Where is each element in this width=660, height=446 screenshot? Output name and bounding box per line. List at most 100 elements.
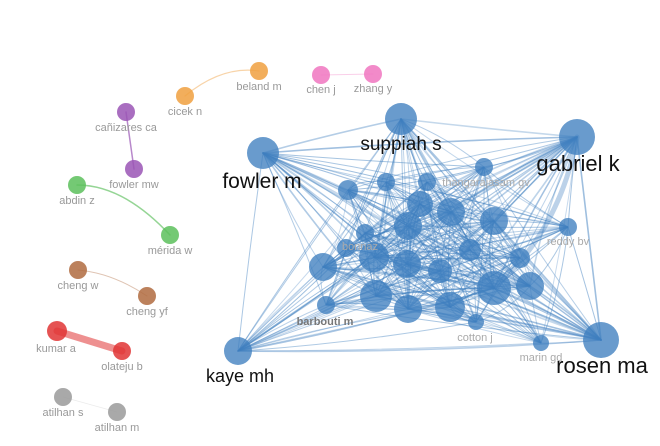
edge-main-5-20 <box>407 166 485 310</box>
edge-main-0-16 <box>322 118 402 268</box>
node-main-16[interactable] <box>309 253 337 281</box>
node-zhang-y[interactable] <box>364 65 382 83</box>
node-main-12[interactable] <box>394 212 422 240</box>
edge-main-6-21 <box>449 226 569 308</box>
node-bonnaz[interactable] <box>356 224 374 242</box>
edge-main-10-16 <box>322 266 542 344</box>
edge-main-4-20 <box>407 308 602 341</box>
node-main-18[interactable] <box>393 250 421 278</box>
node-main-23[interactable] <box>516 272 544 300</box>
edge-main-20-26 <box>407 257 521 310</box>
edge-main-1-7 <box>364 136 578 234</box>
node-chen-j[interactable] <box>312 66 330 84</box>
node-label-chen-j: chen j <box>306 84 335 96</box>
edge-main-10-12 <box>407 225 542 344</box>
node-label-thangarajasam-gv: thangarajasam gv <box>442 177 530 189</box>
node-cheng-yf[interactable] <box>138 287 156 305</box>
node-main-29[interactable] <box>337 239 355 257</box>
node-main-13[interactable] <box>407 191 433 217</box>
edge-main-bundle <box>491 134 580 291</box>
edge-main-4-11 <box>347 189 602 341</box>
node-gabriel-k[interactable] <box>559 119 595 155</box>
edge-main-0-26 <box>400 118 521 259</box>
node-cicek-n[interactable] <box>176 87 194 105</box>
node-atilhan-m[interactable] <box>108 403 126 421</box>
edge-main-11-23 <box>347 189 531 287</box>
node-label-kumar-a: kumar a <box>36 343 77 355</box>
node-marin-gd[interactable] <box>533 335 549 351</box>
node-main-15[interactable] <box>480 207 508 235</box>
edge-main-28-29 <box>345 181 428 249</box>
node-main-14[interactable] <box>437 198 465 226</box>
edge-main-16-25 <box>322 249 471 268</box>
node-label-reddy-bv: reddy bv <box>547 236 590 248</box>
edge-main-2-22 <box>262 152 495 289</box>
edge-main-2-24 <box>262 152 441 272</box>
node-main-26[interactable] <box>510 248 530 268</box>
node-suppiah-s[interactable] <box>385 103 417 135</box>
node-main-27[interactable] <box>377 173 395 191</box>
edge-main-11-22 <box>347 189 495 289</box>
edge-main-1-3 <box>237 136 578 352</box>
edge-main-3-11 <box>237 189 349 352</box>
node-label-atilhan-s: atilhan s <box>43 407 84 419</box>
edge-main-6-27 <box>385 181 569 228</box>
node-abdin-z[interactable] <box>68 176 86 194</box>
edge-main-15-16 <box>322 220 495 268</box>
edge-main-4-5 <box>483 166 602 341</box>
node-label-canizares-ca: cañizares ca <box>95 122 158 134</box>
node-olateju-b[interactable] <box>113 342 131 360</box>
node-kaye-mh[interactable] <box>224 337 252 365</box>
edge-main-5-19 <box>375 166 485 297</box>
edge-main-1-19 <box>375 136 578 297</box>
edge-main-2-5 <box>262 152 485 168</box>
edge-main-2-28 <box>262 152 428 183</box>
edge-main-6-25 <box>469 226 569 251</box>
node-label-rosen-ma: rosen ma <box>556 353 648 378</box>
node-label-cheng-w: cheng w <box>58 280 99 292</box>
node-main-24[interactable] <box>428 259 452 283</box>
node-thangarajasam-gv[interactable] <box>475 158 493 176</box>
node-canizares-ca[interactable] <box>117 103 135 121</box>
node-barbouti-m[interactable] <box>317 296 335 314</box>
node-beland-m[interactable] <box>250 62 268 80</box>
edge-main-19-23 <box>375 285 531 297</box>
edge-main-1-2 <box>262 136 578 154</box>
node-reddy-bv[interactable] <box>559 218 577 236</box>
node-kumar-a[interactable] <box>47 321 67 341</box>
node-cheng-w[interactable] <box>69 261 87 279</box>
node-rosen-ma[interactable] <box>583 322 619 358</box>
edge-main-0-3 <box>237 118 402 352</box>
node-merida-w[interactable] <box>161 226 179 244</box>
node-main-17[interactable] <box>359 242 389 272</box>
node-label-suppiah-s: suppiah s <box>360 134 441 155</box>
edge-main-2-13 <box>262 152 421 205</box>
node-main-28[interactable] <box>418 173 436 191</box>
node-fowler-m[interactable] <box>247 137 279 169</box>
edge-main-7-25 <box>364 232 471 251</box>
edge-main-21-27 <box>385 181 451 308</box>
edge-main-16-28 <box>322 181 428 268</box>
node-main-21[interactable] <box>435 292 465 322</box>
edge-main-1-4 <box>576 136 602 341</box>
node-main-19[interactable] <box>360 280 392 312</box>
node-main-11[interactable] <box>338 180 358 200</box>
node-cotton-j[interactable] <box>468 314 484 330</box>
node-atilhan-s[interactable] <box>54 388 72 406</box>
node-layer <box>47 62 619 421</box>
edge-main-2-8 <box>262 152 327 306</box>
edge-main-2-26 <box>262 152 521 259</box>
node-label-cheng-yf: cheng yf <box>126 306 169 318</box>
node-main-22[interactable] <box>477 271 511 305</box>
edge-main-1-13 <box>419 136 578 205</box>
node-main-20[interactable] <box>394 295 422 323</box>
edge-main-3-9 <box>237 321 477 352</box>
node-label-fowler-m: fowler m <box>222 170 301 193</box>
edge-main-6-20 <box>407 226 569 310</box>
edge-main-0-10 <box>400 118 542 344</box>
node-fowler-mw[interactable] <box>125 160 143 178</box>
edge-main-0-9 <box>400 118 477 323</box>
node-main-25[interactable] <box>459 239 481 261</box>
